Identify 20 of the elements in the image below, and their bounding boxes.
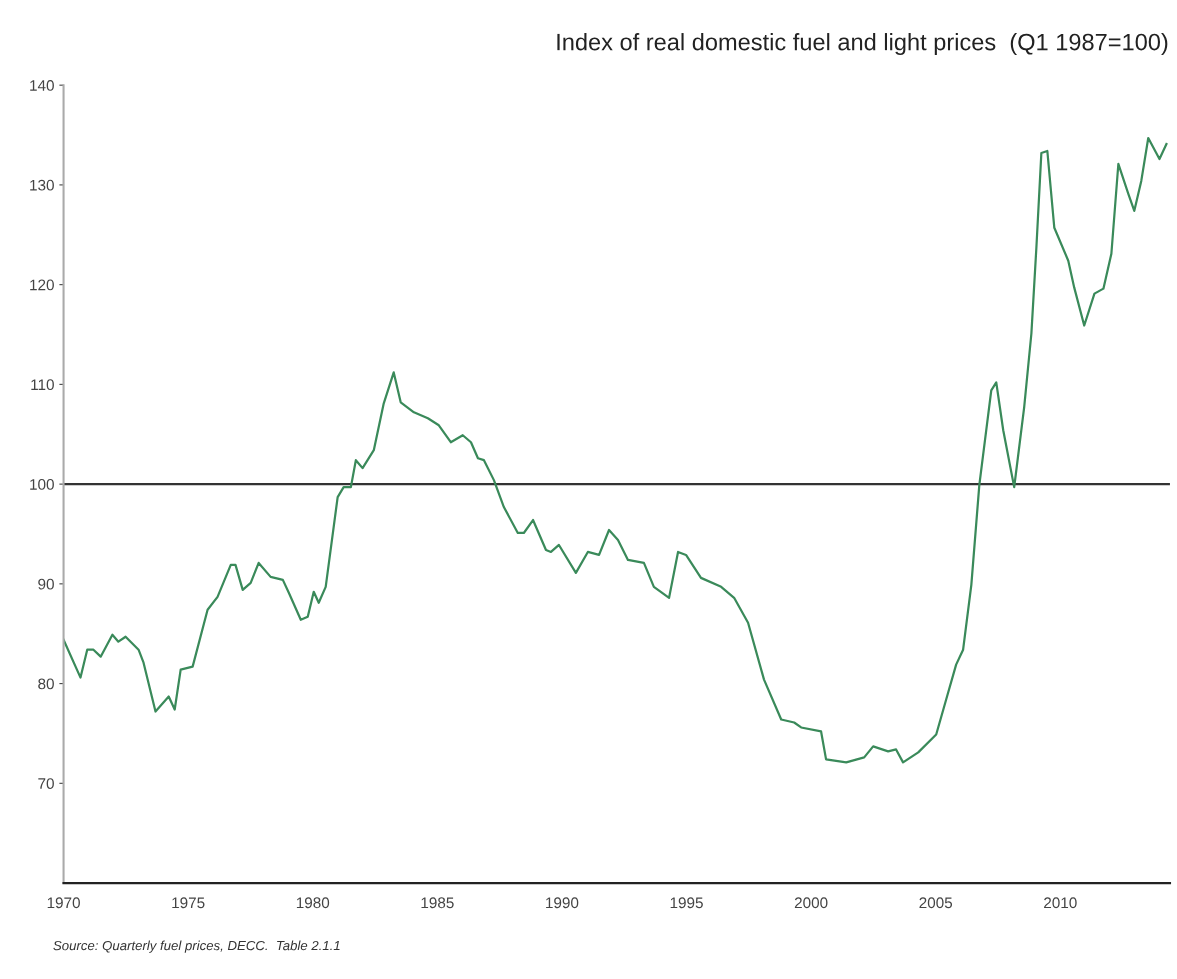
x-tick-label: 2000 [794, 897, 828, 909]
x-tick-label: 2005 [919, 897, 953, 909]
y-tick-label: 80 [38, 678, 54, 690]
y-tick-label: 70 [38, 778, 54, 790]
x-tick-label: 1980 [296, 897, 330, 909]
x-tick-label: 1995 [670, 897, 703, 909]
y-tick-label: 110 [31, 379, 54, 391]
x-tick-label: 1985 [421, 897, 454, 909]
chart-title: Index of real domestic fuel and light prices (Q1 1987=100) [557, 33, 1168, 56]
x-tick-label: 1970 [47, 897, 80, 909]
line-series [63, 136, 1168, 764]
x-tick-label: 2010 [1044, 897, 1077, 909]
y-tick-label: 130 [30, 179, 54, 191]
y-tick-label: 120 [30, 279, 54, 291]
y-tick-label: 140 [30, 80, 54, 91]
source-note: Source: Quarterly fuel prices, DECC. Table 2.1.1 [53, 940, 340, 953]
y-tick-label: 100 [30, 478, 54, 490]
x-tick-label: 1975 [172, 897, 205, 909]
y-tick-label: 90 [38, 578, 54, 590]
x-tick-label: 1990 [546, 897, 579, 909]
